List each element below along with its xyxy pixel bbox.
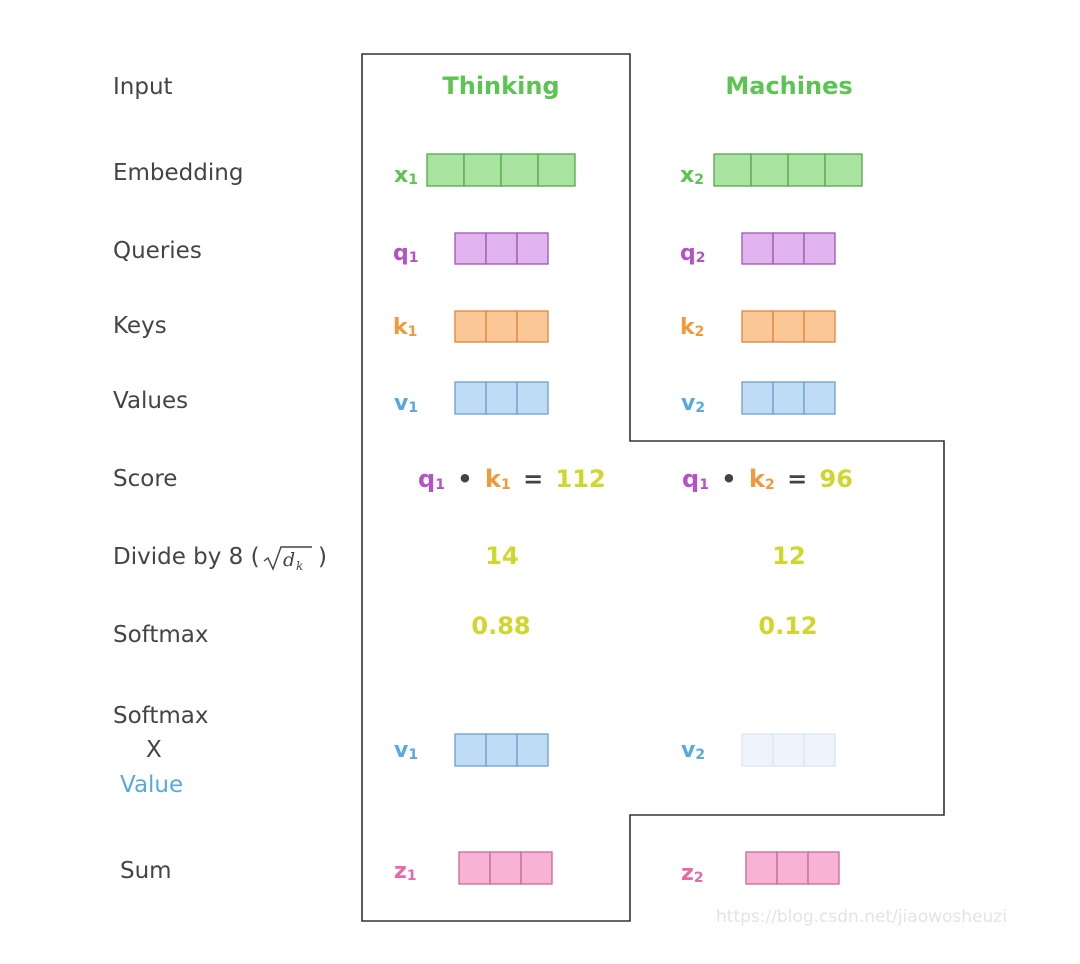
vector-cell <box>454 381 487 415</box>
label-weighted-v1: v1 <box>394 738 418 763</box>
vector-cell <box>516 381 549 415</box>
vector-cell <box>454 232 487 265</box>
sqrt-symbol <box>263 546 312 571</box>
vector-cell <box>537 153 576 187</box>
vector-cell <box>485 310 518 343</box>
vector-cell <box>741 310 774 343</box>
label-k1: k1 <box>393 315 417 340</box>
vector-cell <box>745 851 778 885</box>
row-label-softmax: Softmax <box>113 622 209 648</box>
vector-cell <box>803 381 836 415</box>
vector-cell <box>750 153 789 187</box>
vector-cell <box>516 232 549 265</box>
vector-cell <box>489 851 522 885</box>
vector-z2 <box>745 851 840 885</box>
vector-cell <box>741 733 774 767</box>
vector-v2 <box>741 381 836 415</box>
label-v1: v1 <box>394 391 418 416</box>
vector-cell <box>713 153 752 187</box>
label-v2: v2 <box>681 391 705 416</box>
label-z2: z2 <box>681 861 704 886</box>
vector-weighted-v2 <box>741 733 836 767</box>
vector-cell <box>772 733 805 767</box>
svg-text:k: k <box>296 559 303 573</box>
token-1-outline <box>361 53 945 922</box>
vector-cell <box>520 851 553 885</box>
vector-cell <box>824 153 863 187</box>
vector-q2 <box>741 232 836 265</box>
label-q1: q1 <box>393 241 419 266</box>
vector-weighted-v1 <box>454 733 549 767</box>
vector-v1 <box>454 381 549 415</box>
row-label-input: Input <box>113 74 173 100</box>
score-expression-2: q1 • k2 = 96 <box>682 465 853 495</box>
label-q2: q2 <box>680 241 706 266</box>
softmax-score-2: 0.12 <box>758 612 817 640</box>
vector-cell <box>500 153 539 187</box>
vector-cell <box>772 232 805 265</box>
svg-text:d: d <box>283 549 295 571</box>
row-label-values: Values <box>113 388 188 414</box>
row-label-divide: Divide by 8 ( d k ) <box>113 544 327 573</box>
row-label-softmax-x-value-2: X <box>146 737 162 763</box>
vector-cell <box>741 232 774 265</box>
vector-cell <box>803 232 836 265</box>
vector-cell <box>741 381 774 415</box>
row-label-keys: Keys <box>113 313 167 339</box>
vector-cell <box>807 851 840 885</box>
vector-cell <box>772 310 805 343</box>
row-label-queries: Queries <box>113 238 202 264</box>
vector-cell <box>787 153 826 187</box>
watermark: https://blog.csdn.net/jiaowosheuzi <box>716 907 1007 927</box>
vector-cell <box>463 153 502 187</box>
label-k2: k2 <box>680 315 704 340</box>
label-z1: z1 <box>394 859 417 884</box>
vector-cell <box>776 851 809 885</box>
vector-cell <box>516 733 549 767</box>
vector-cell <box>803 310 836 343</box>
vector-cell <box>485 733 518 767</box>
label-x2: x2 <box>680 163 704 188</box>
vector-cell <box>516 310 549 343</box>
row-label-sum: Sum <box>120 858 172 884</box>
vector-cell <box>772 381 805 415</box>
vector-x2 <box>713 153 863 187</box>
label-x1: x1 <box>394 163 418 188</box>
vector-z1 <box>458 851 553 885</box>
word-machines: Machines <box>725 72 852 100</box>
row-label-softmax-x-value-1: Softmax <box>113 703 209 729</box>
vector-x1 <box>426 153 576 187</box>
vector-k2 <box>741 310 836 343</box>
score-expression-1: q1 • k1 = 112 <box>418 465 606 495</box>
svg-text:): ) <box>318 544 327 570</box>
vector-cell <box>454 733 487 767</box>
vector-cell <box>454 310 487 343</box>
word-thinking: Thinking <box>442 72 559 100</box>
vector-cell <box>458 851 491 885</box>
row-label-score: Score <box>113 466 177 492</box>
divided-score-2: 12 <box>772 542 805 570</box>
divided-score-1: 14 <box>485 542 518 570</box>
svg-text:Divide by 8 (: Divide by 8 ( <box>113 544 260 570</box>
vector-cell <box>426 153 465 187</box>
vector-cell <box>803 733 836 767</box>
label-weighted-v2: v2 <box>681 738 705 763</box>
vector-cell <box>485 381 518 415</box>
row-label-embedding: Embedding <box>113 160 243 186</box>
vector-k1 <box>454 310 549 343</box>
vector-cell <box>485 232 518 265</box>
softmax-score-1: 0.88 <box>471 612 530 640</box>
row-label-softmax-x-value-3: Value <box>120 772 183 798</box>
vector-q1 <box>454 232 549 265</box>
